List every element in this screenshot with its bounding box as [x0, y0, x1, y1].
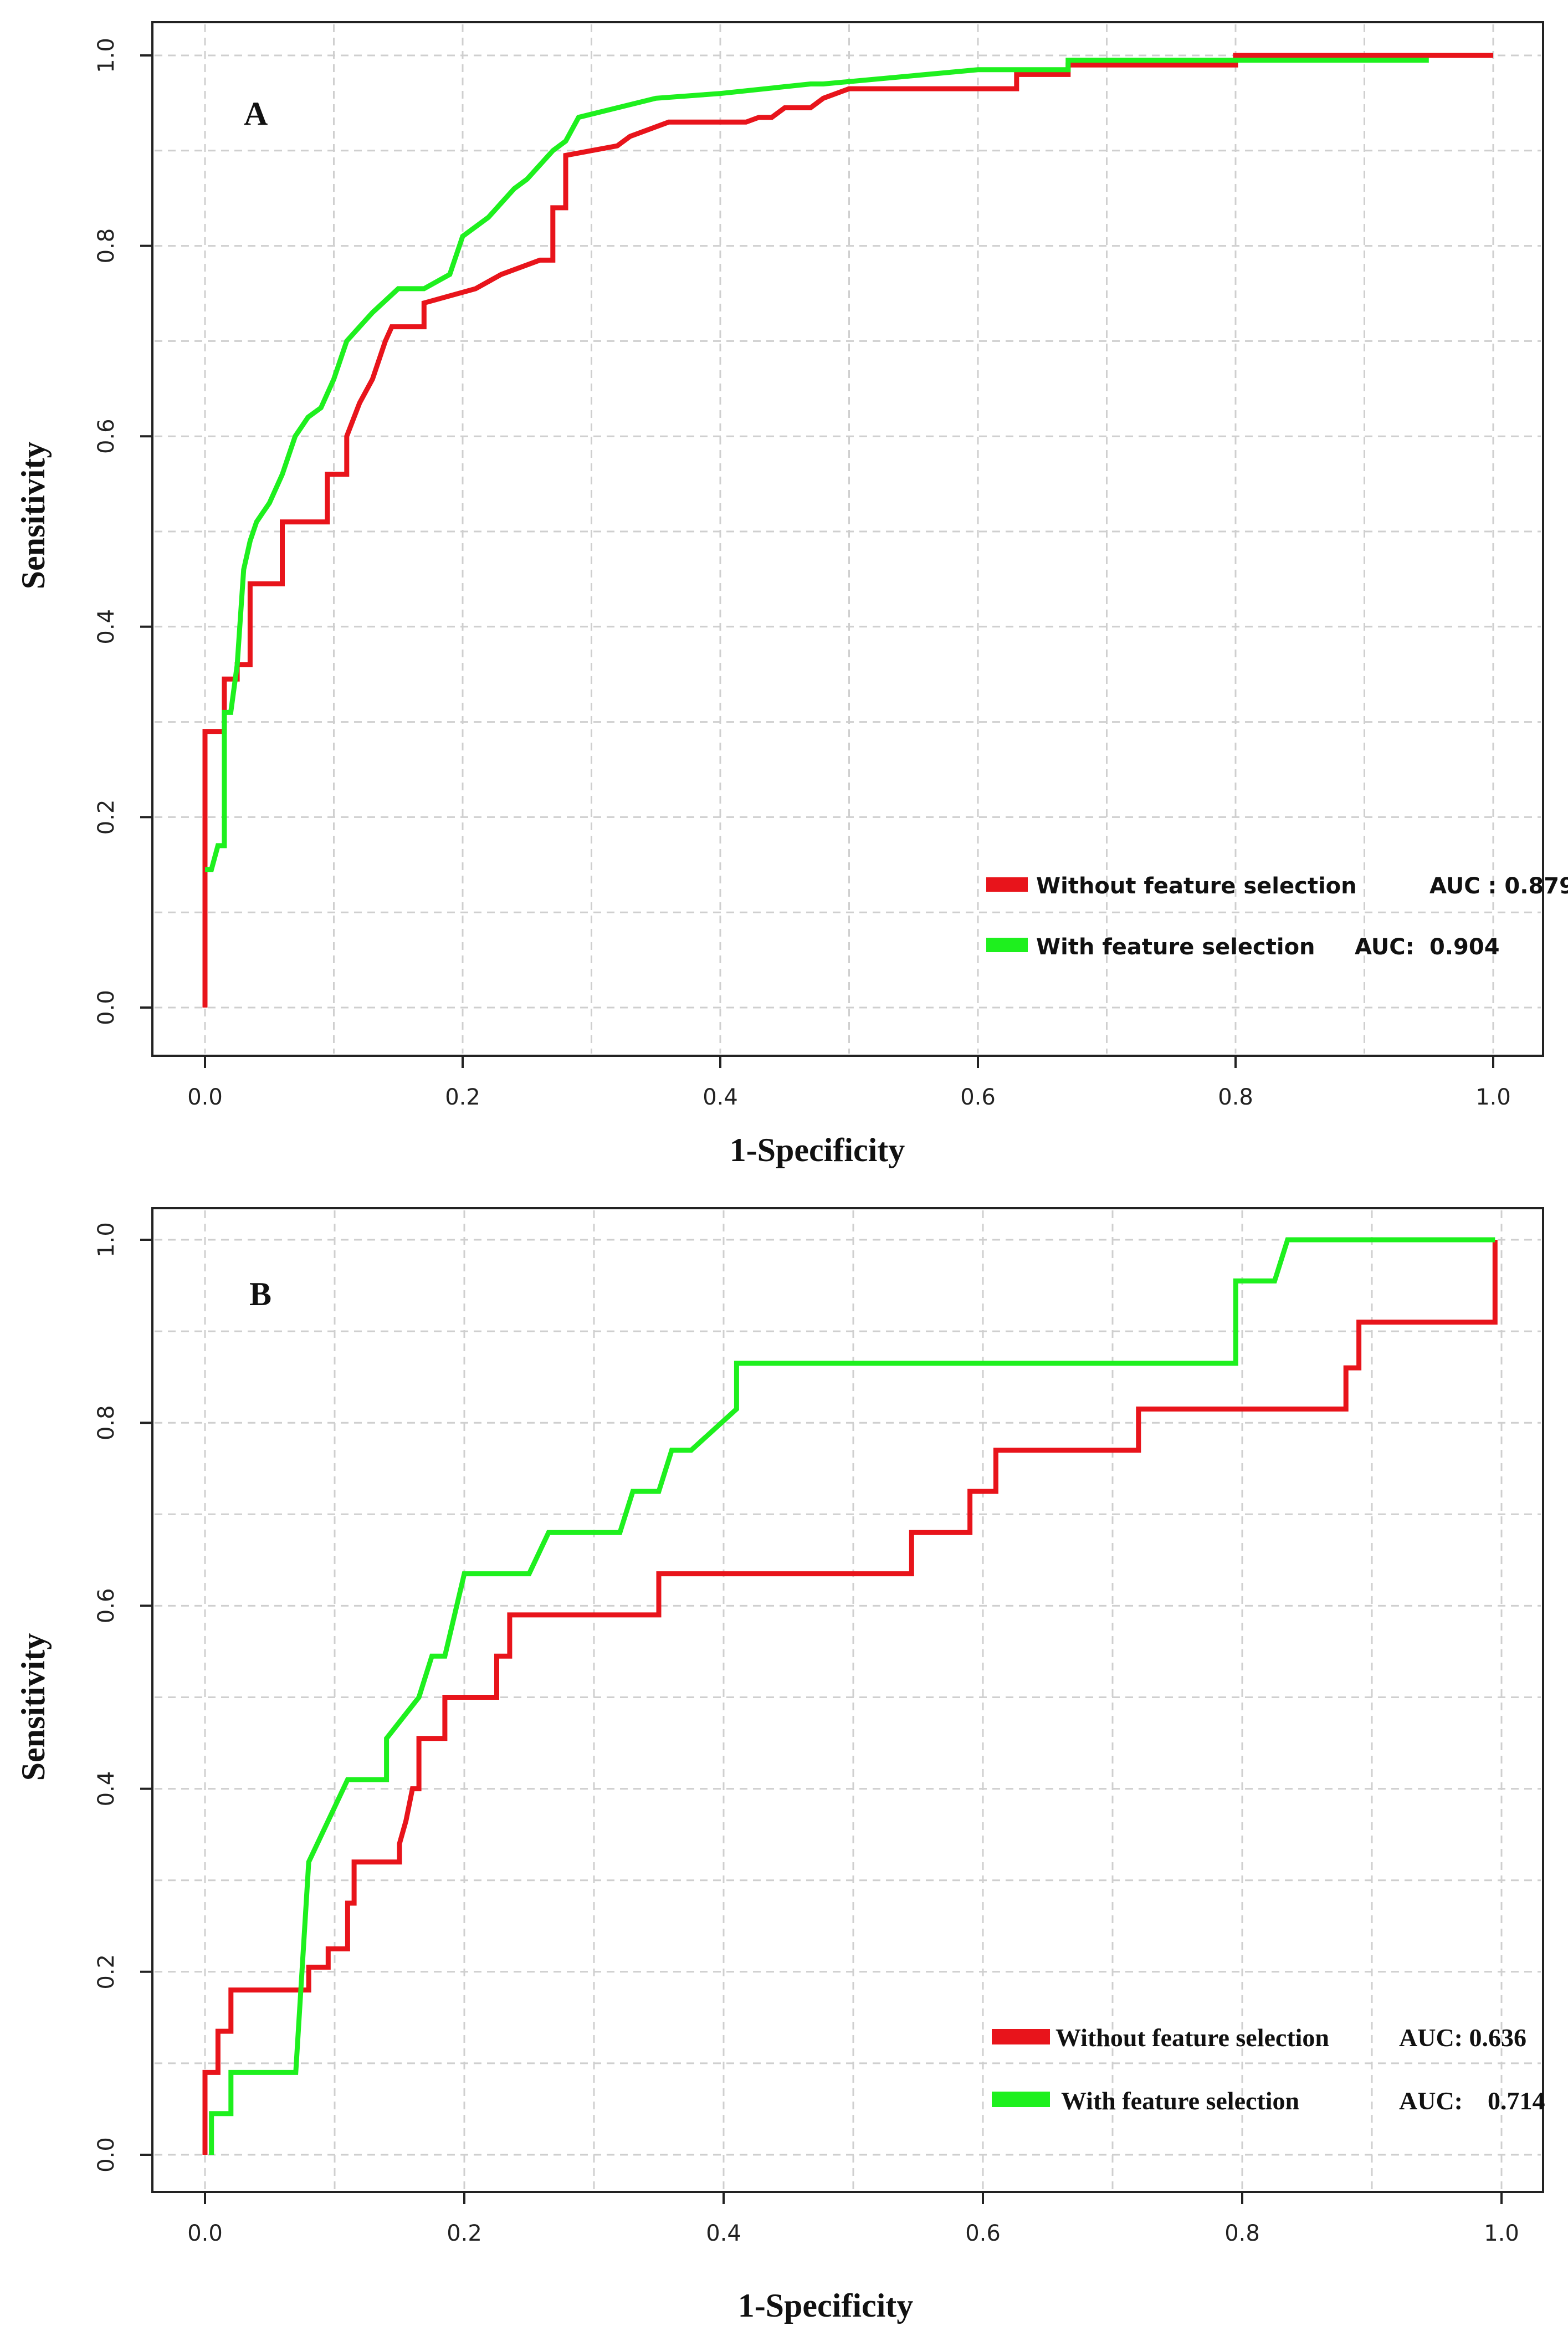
legend-label-without-b: Without feature selection	[1055, 2023, 1329, 2052]
y-tick-label: 0.4	[94, 609, 119, 645]
panel-label-a: A	[244, 95, 268, 132]
legend-auc-label-with-b: AUC:	[1399, 2087, 1463, 2115]
y-axis-title-b: Sensitivity	[15, 1633, 52, 1781]
legend-auc-value-with-b: 0.714	[1488, 2087, 1545, 2115]
y-tick-label: 0.8	[94, 228, 119, 264]
x-tick-label: 0.0	[187, 2221, 223, 2246]
legend-label-with-a: With feature selection	[1036, 934, 1315, 960]
x-tick-label: 0.0	[187, 1085, 223, 1110]
y-tick-label: 1.0	[94, 38, 119, 73]
legend-swatch-without-a	[986, 877, 1028, 892]
roc-panel-b: B 0.0 0.2 0.4 0.6 0.8 1.0 0.0 0.2 0.4 0.6 0.8 1.0 1…	[15, 1207, 1545, 2324]
y-tick-label: 1.0	[94, 1222, 119, 1258]
y-tick-label: 0.2	[94, 800, 119, 835]
legend-auc-value-with-a: 0.904	[1429, 934, 1500, 960]
x-tick-label: 1.0	[1475, 1085, 1511, 1110]
legend-auc-without-a: AUC : 0.879	[1429, 873, 1568, 899]
x-axis-title-a: 1-Specificity	[730, 1132, 905, 1168]
y-tick-label: 0.0	[94, 2137, 119, 2173]
x-tick-label: 0.8	[1218, 1085, 1253, 1110]
legend-label-without-a: Without feature selection	[1036, 873, 1357, 899]
legend-swatch-with-b	[992, 2092, 1050, 2107]
roc-curve-without-feature-selection-b	[202, 1240, 1498, 2155]
y-tick-label: 0.6	[94, 418, 119, 454]
x-tick-label: 0.2	[447, 2221, 482, 2246]
y-tick-label: 0.2	[94, 1954, 119, 1990]
x-tick-label: 0.4	[706, 2221, 741, 2246]
roc-panel-a: A 0.0 0.2 0.4 0.6 0.8 1.0 0.0 0.2 0.4 0.6 0.8 1.0 1…	[15, 21, 1568, 1168]
x-tick-label: 0.6	[965, 2221, 1001, 2246]
legend-swatch-with-a	[986, 938, 1028, 952]
panel-label-b: B	[249, 1276, 271, 1312]
y-tick-label: 0.8	[94, 1405, 119, 1440]
plot-frame-a	[151, 21, 1544, 1057]
x-axis-title-b: 1-Specificity	[738, 2287, 914, 2324]
x-tick-label: 0.6	[960, 1085, 996, 1110]
y-axis-title-a: Sensitivity	[15, 442, 52, 590]
x-tick-label: 0.8	[1224, 2221, 1260, 2246]
legend-label-with-b: With feature selection	[1061, 2087, 1299, 2115]
x-tick-label: 0.2	[445, 1085, 480, 1110]
y-tick-label: 0.4	[94, 1771, 119, 1807]
legend-auc-label-with-a: AUC:	[1355, 934, 1415, 960]
roc-curve-with-feature-selection-a	[205, 58, 1429, 872]
plot-frame-b	[151, 1207, 1544, 2193]
x-tick-label: 0.4	[703, 1085, 738, 1110]
legend-swatch-without-b	[992, 2029, 1050, 2044]
roc-curve-with-feature-selection-b	[209, 1237, 1495, 2155]
y-tick-label: 0.0	[94, 990, 119, 1025]
roc-curve-without-feature-selection-a	[202, 53, 1493, 1008]
legend-auc-without-b: AUC: 0.636	[1399, 2023, 1526, 2052]
x-tick-label: 1.0	[1484, 2221, 1519, 2246]
y-tick-label: 0.6	[94, 1588, 119, 1624]
